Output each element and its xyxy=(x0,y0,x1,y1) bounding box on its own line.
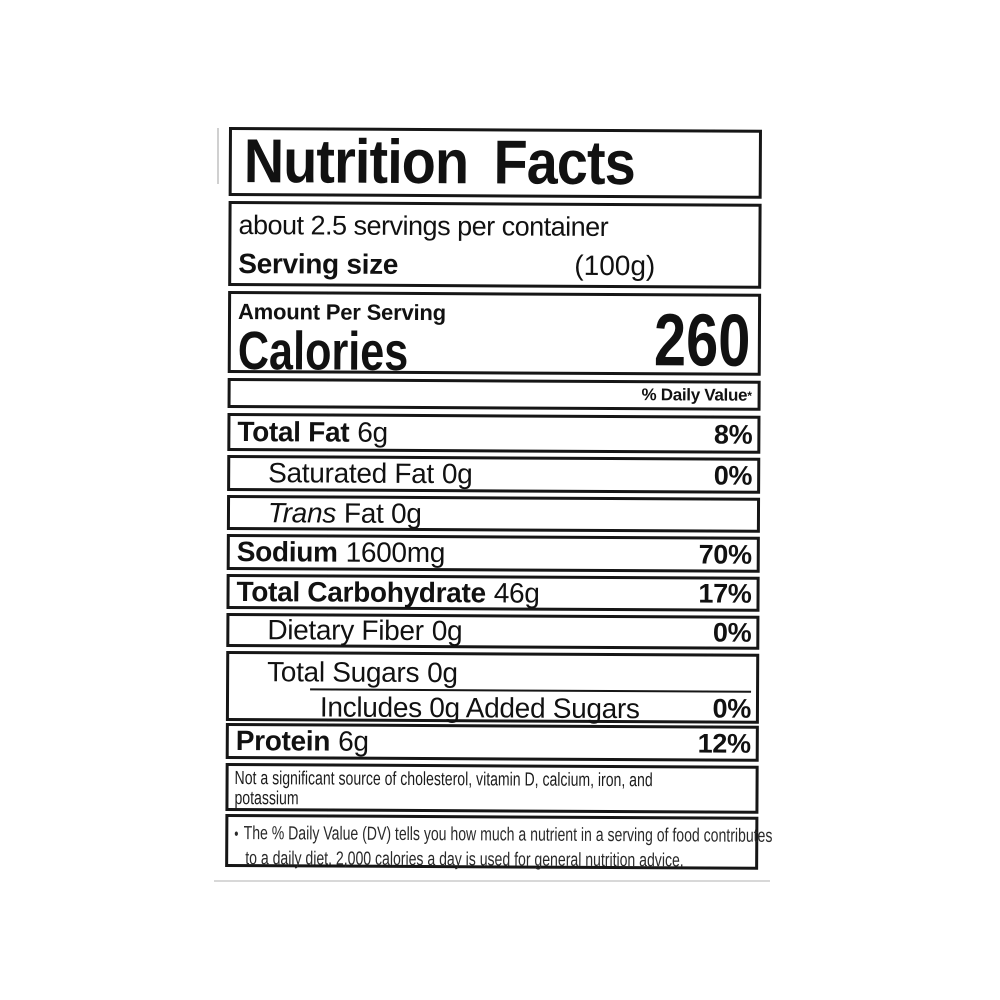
nutrient-row-saturated-fat: Saturated Fat 0g 0% xyxy=(227,454,761,494)
nutrient-row-dietary-fiber: Dietary Fiber 0g 0% xyxy=(226,612,760,650)
nutrient-daily-value: 70% xyxy=(698,538,752,570)
footnote-line-1: • The % Daily Value (DV) tells you how mu… xyxy=(234,822,772,849)
nutrient-name: Protein xyxy=(235,725,331,757)
nutrient-row-total-fat: Total Fat 6g 8% xyxy=(227,412,761,454)
nutrient-daily-value: 0% xyxy=(712,617,752,648)
nutrient-name: Sodium xyxy=(236,536,338,568)
serving-size-label: Serving size xyxy=(238,248,399,280)
nutrient-daily-value: 0% xyxy=(713,460,753,491)
label-title: Nutrition Facts xyxy=(243,127,636,199)
calories-value: 260 xyxy=(653,298,751,382)
footnote-marker: • xyxy=(234,826,239,844)
serving-size-value: (100g) xyxy=(574,249,656,282)
note-line-2: potassium xyxy=(234,788,299,810)
nutrient-amount: 6g xyxy=(338,725,369,757)
nutrient-name: Total Carbohydrate xyxy=(236,575,486,608)
nutrient-name: Dietary Fiber xyxy=(267,614,424,647)
nutrient-amount: 6g xyxy=(357,416,388,448)
nutrient-amount: 0g xyxy=(441,458,473,490)
daily-value-footnote: • The % Daily Value (DV) tells you how mu… xyxy=(225,813,772,872)
scan-artifact-vertical-line xyxy=(217,128,219,184)
nutrient-name: Total Fat xyxy=(237,416,350,448)
nutrient-name: Includes 0g Added Sugars xyxy=(319,690,640,724)
nutrient-amount: 1600mg xyxy=(345,536,446,569)
nutrient-row-sodium: Sodium 1600mg 70% xyxy=(226,533,760,573)
nutrient-row-total-sugars: Total Sugars 0g xyxy=(236,656,751,690)
nutrient-name: Total Sugars xyxy=(267,655,420,688)
nutrient-amount: 46g xyxy=(493,576,540,609)
serving-info-section: about 2.5 servings per container Serving… xyxy=(228,200,762,289)
daily-value-header: % Daily Value xyxy=(641,385,748,405)
label-header: Nutrition Facts xyxy=(228,127,762,199)
not-significant-note: Not a significant source of cholesterol,… xyxy=(225,762,759,814)
footnote-line-2: to a daily diet. 2,000 calories a day is… xyxy=(245,848,684,872)
nutrient-daily-value: 17% xyxy=(698,578,752,609)
scan-artifact-horizontal-line xyxy=(214,880,770,882)
servings-per-container: about 2.5 servings per container xyxy=(238,210,609,242)
nutrient-daily-value: 8% xyxy=(713,419,753,450)
nutrient-row-trans-fat: Trans Fat 0g xyxy=(226,494,761,533)
nutrient-name: Trans xyxy=(267,496,337,529)
nutrient-amount: Fat 0g xyxy=(343,497,422,529)
nutrient-row-protein: Protein 6g 12% xyxy=(225,722,759,762)
nutrient-name: Saturated Fat xyxy=(268,457,435,490)
nutrition-facts-label: Nutrition Facts about 2.5 servings per c… xyxy=(225,127,772,872)
nutrient-row-added-sugars: Includes 0g Added Sugars 0% xyxy=(236,691,751,725)
daily-value-header-row: % Daily Value * xyxy=(227,377,761,411)
calories-section: Amount Per Serving Calories 260 xyxy=(227,290,762,382)
nutrient-row-total-carbohydrate: Total Carbohydrate 46g 17% xyxy=(226,573,760,612)
nutrient-daily-value: 12% xyxy=(697,727,751,759)
footnote-text-1: The % Daily Value (DV) tells you how muc… xyxy=(243,823,773,847)
nutrient-amount: 0g xyxy=(431,615,463,647)
calories-label: Calories xyxy=(237,321,409,382)
sugars-section: Total Sugars 0g Includes 0g Added Sugars… xyxy=(225,650,760,725)
nutrient-amount: 0g xyxy=(427,656,458,688)
serving-size-row: Serving size (100g) xyxy=(238,248,758,283)
nutrient-daily-value: 0% xyxy=(712,693,752,724)
